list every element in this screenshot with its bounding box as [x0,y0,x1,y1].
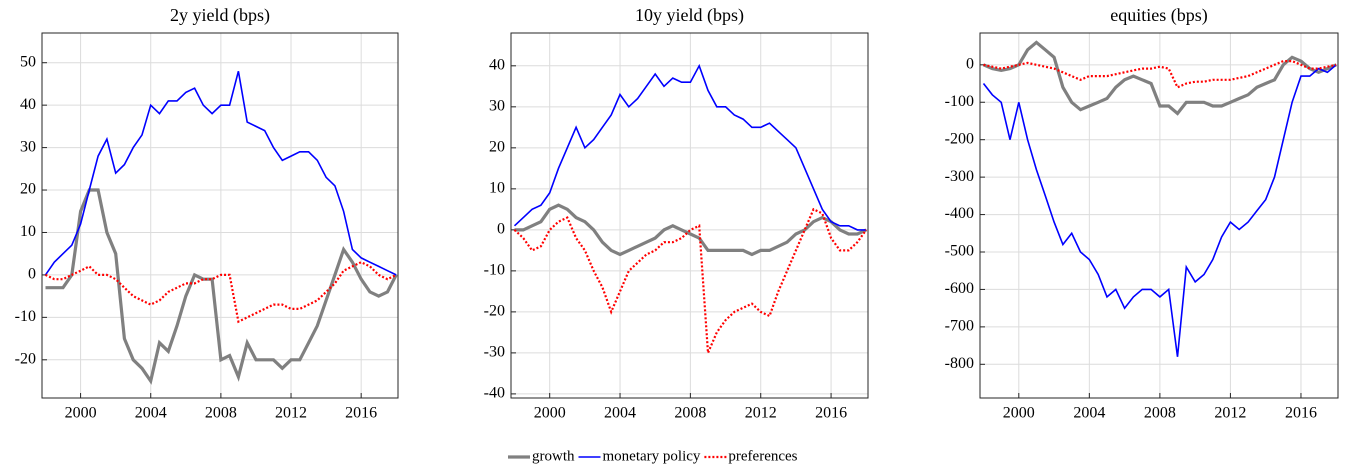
y-tick-label: -200 [945,130,974,147]
y-tick-label: -800 [945,355,974,372]
x-tick-label: 2004 [1073,405,1105,422]
y-tick-label: -100 [945,93,974,110]
series-line [514,203,867,257]
x-tick-label: 2000 [534,405,566,422]
series-line [982,40,1337,116]
y-tick-label: 0 [28,266,36,283]
x-tick-label: 2016 [345,405,377,422]
x-tick-label: 2008 [205,405,237,422]
y-tick-label: -10 [484,262,505,279]
series-line [982,64,1337,357]
x-tick-label: 2008 [1144,405,1176,422]
y-tick-label: 10 [20,223,36,240]
y-tick-label: 40 [489,56,505,73]
x-tick-label: 2016 [815,405,847,422]
y-tick-label: -400 [945,205,974,222]
plot-frame [41,32,399,399]
y-tick-label: 0 [497,221,505,238]
x-tick-label: 2008 [674,405,706,422]
y-tick-label: 20 [20,181,36,198]
y-tick-label: -10 [15,308,36,325]
y-tick-label: 30 [20,138,36,155]
y-tick-label: -30 [484,344,505,361]
series-line [44,70,397,276]
legend-label: growth [532,448,575,464]
series-line [45,188,398,385]
y-tick-label: 20 [489,139,505,156]
plot-frame [510,32,869,399]
legend: growth monetary policy preferences [508,448,798,464]
y-tick-label: -700 [945,318,974,335]
y-tick-label: -600 [945,280,974,297]
y-tick-label: 50 [20,53,36,70]
x-tick-label: 2012 [275,405,307,422]
y-tick-label: 0 [966,55,974,72]
series-line [513,63,867,231]
y-tick-label: 30 [489,97,505,114]
y-tick-label: -500 [945,243,974,260]
legend-label: preferences [728,448,797,464]
chart-title: 2y yield (bps) [170,5,270,26]
y-tick-label: -40 [484,385,505,402]
x-tick-label: 2016 [1285,405,1317,422]
y-tick-label: -20 [15,350,36,367]
chart-title: equities (bps) [1110,5,1207,26]
series-line [983,60,1337,89]
x-tick-label: 2012 [745,405,777,422]
x-tick-label: 2000 [1003,405,1035,422]
x-tick-label: 2012 [1214,405,1246,422]
y-tick-label: 10 [489,180,505,197]
series-line [513,207,868,354]
series-line [45,260,397,324]
x-tick-label: 2000 [65,405,97,422]
chart-title: 10y yield (bps) [635,5,744,26]
y-tick-label: -300 [945,168,974,185]
y-tick-label: -20 [484,303,505,320]
x-tick-label: 2004 [604,405,636,422]
y-tick-label: 40 [20,96,36,113]
legend-label: monetary policy [603,448,701,464]
plot-frame [979,32,1339,399]
x-tick-label: 2004 [135,405,167,422]
